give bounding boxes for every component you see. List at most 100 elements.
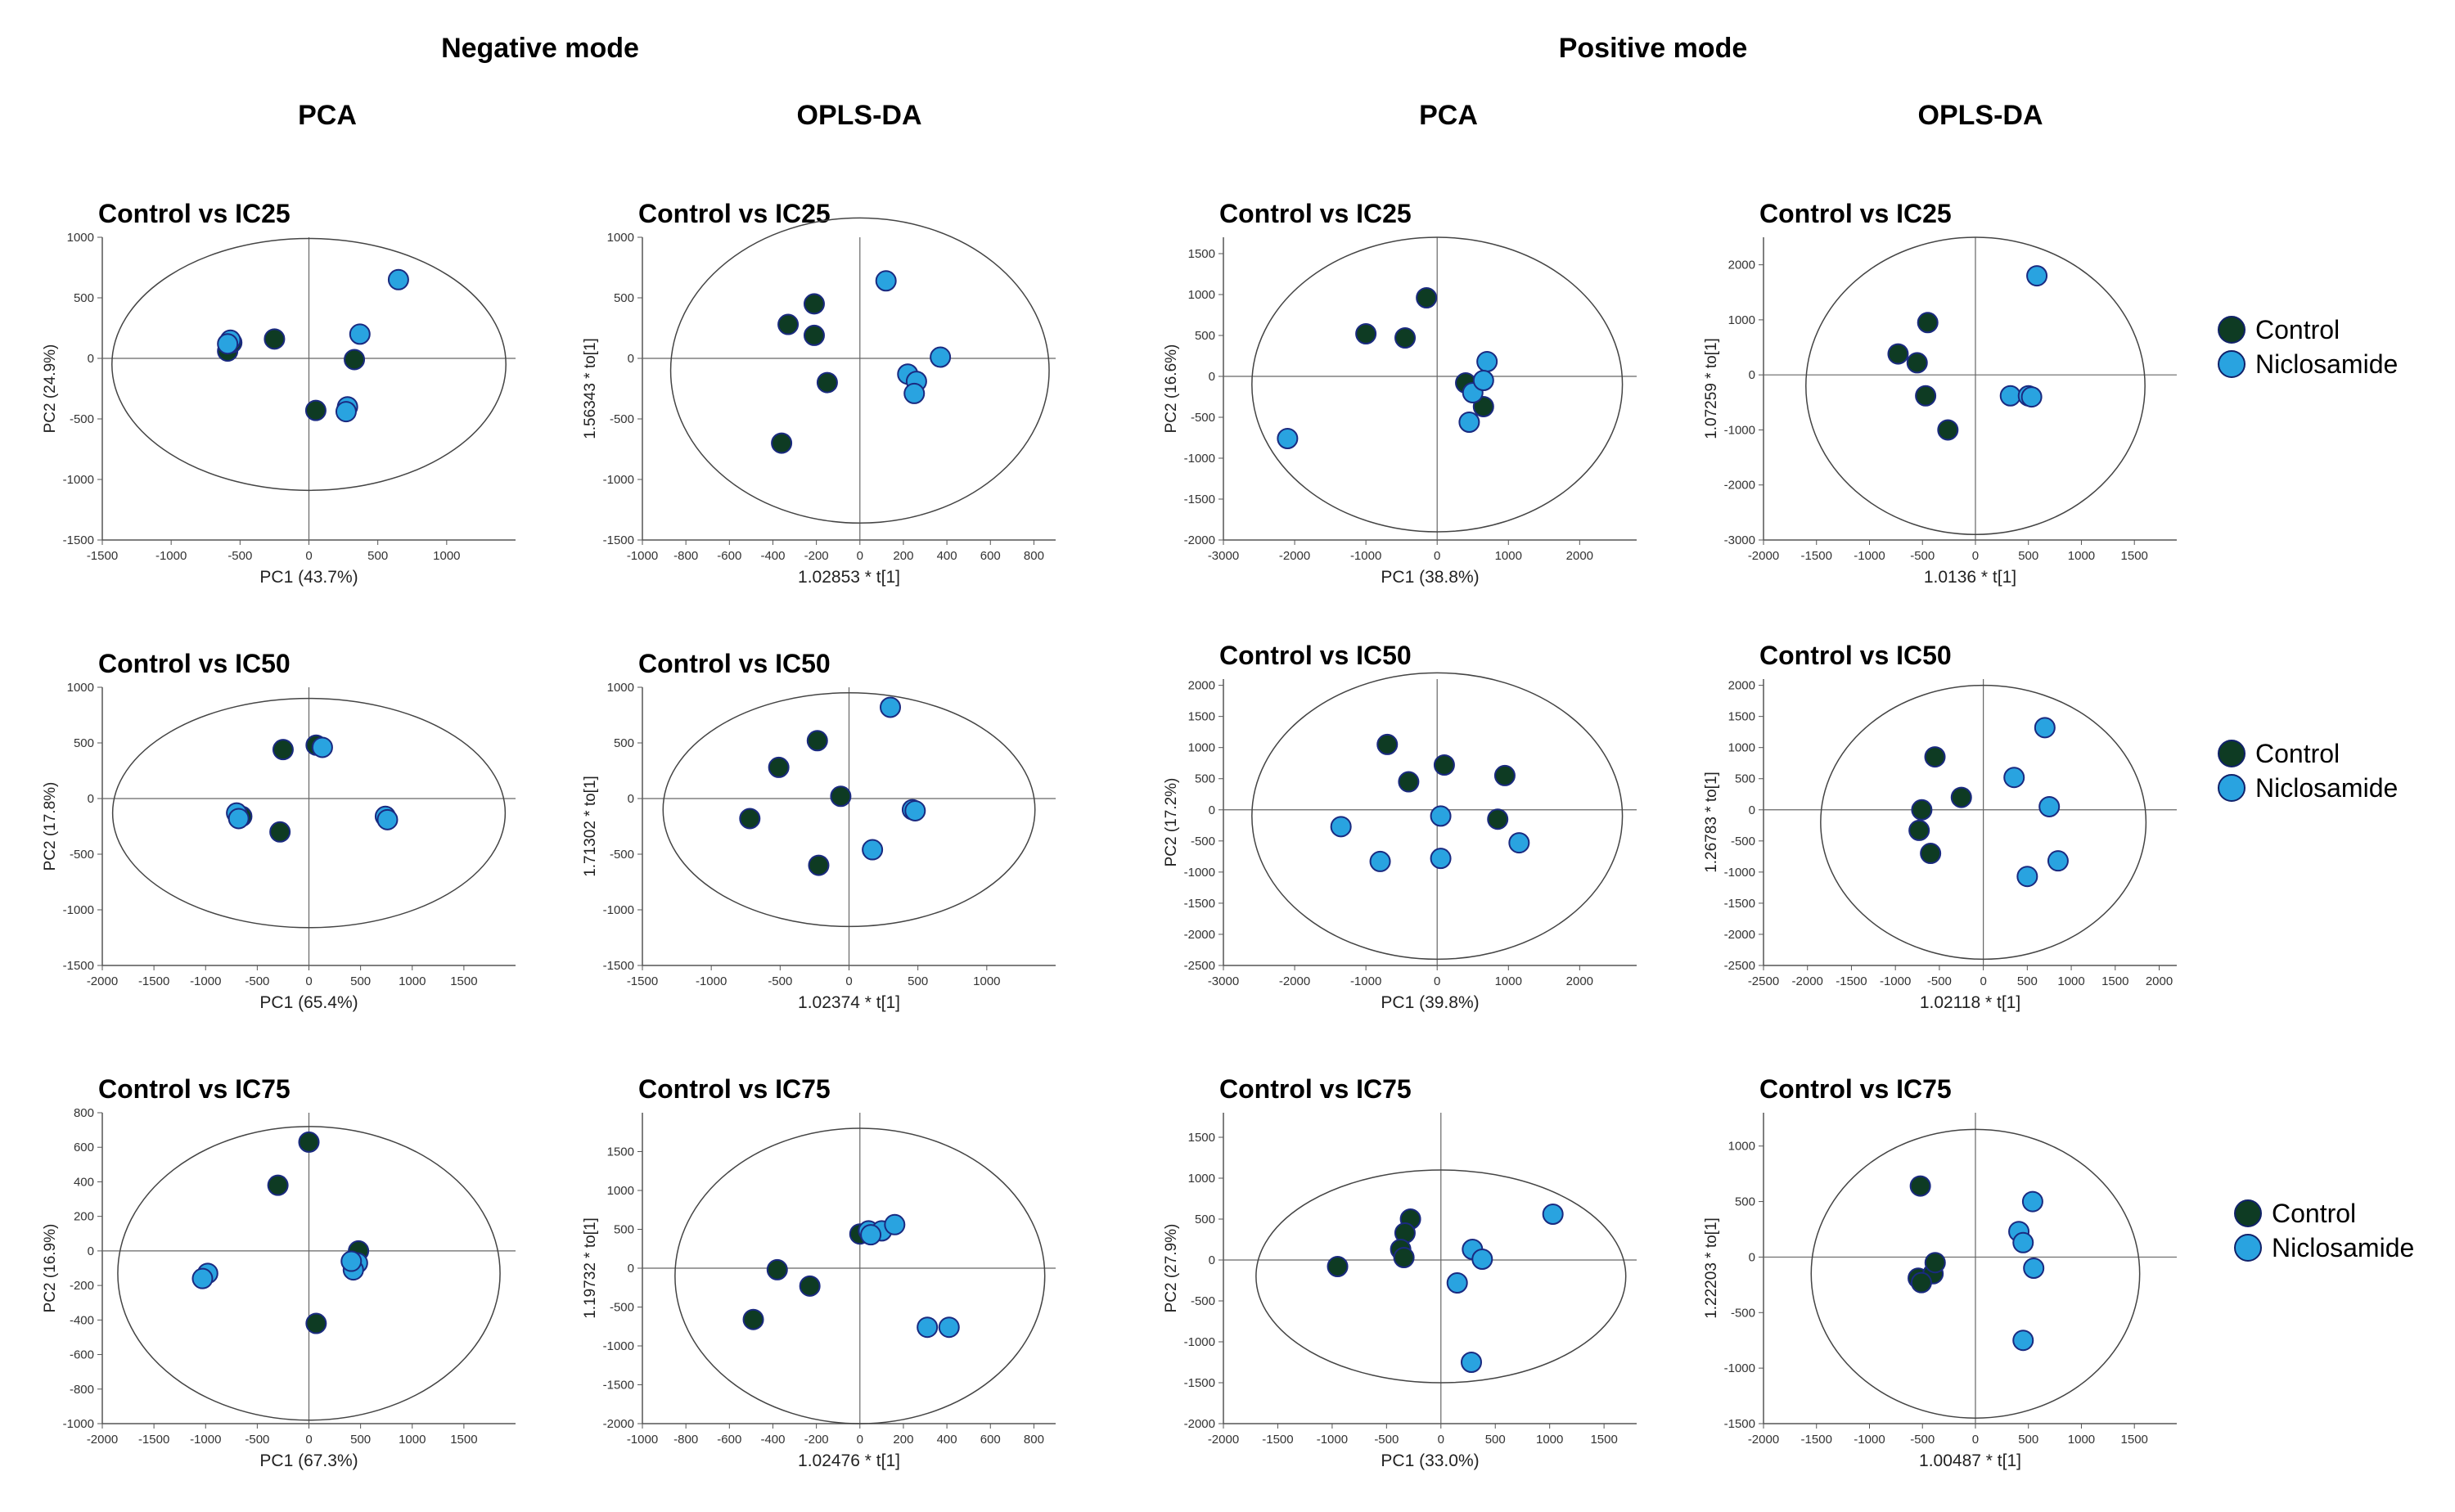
x-tick-label: 1500 <box>1590 1433 1617 1447</box>
y-tick-label: 1000 <box>67 681 94 695</box>
y-tick-label: -400 <box>70 1313 94 1327</box>
x-tick-label: 500 <box>908 974 928 988</box>
legend-swatch-control <box>2218 316 2246 344</box>
niclosamide-point <box>1458 412 1480 433</box>
niclosamide-point <box>2034 717 2056 739</box>
niclosamide-point <box>2020 386 2043 408</box>
neg-pca-ic25-plot: Control vs IC25 -1500 -1000 -500 0 500 1000 -15… <box>42 199 516 587</box>
legend-label-control: Control <box>2272 1198 2357 1228</box>
neg-opls-ic25-plot: Control vs IC25 -1000 -800 -600 -400 -200 0 200… <box>582 199 1056 587</box>
y-tick-label: 200 <box>74 1210 94 1224</box>
y-axis-label: 1.22203 * to[1] <box>1703 1217 1720 1319</box>
control-point <box>1398 771 1420 793</box>
niclosamide-point <box>1476 351 1498 372</box>
x-tick-label: 600 <box>980 549 1001 563</box>
y-tick-label: -1000 <box>603 473 634 487</box>
y-tick-label: -1000 <box>1724 866 1755 880</box>
x-tick-label: -1000 <box>1317 1433 1348 1447</box>
x-tick-label: 200 <box>893 1433 913 1447</box>
legend-item-niclosamide: Niclosamide <box>2234 1231 2414 1265</box>
niclosamide-point <box>311 736 333 758</box>
x-axis-label: PC1 (39.8%) <box>1381 993 1479 1012</box>
x-tick-label: 1000 <box>399 1433 426 1447</box>
x-tick-label: -1500 <box>87 549 118 563</box>
x-tick-label: -500 <box>1927 974 1952 988</box>
y-axis-label: PC2 (16.6%) <box>1163 344 1180 434</box>
control-point <box>1917 312 1939 334</box>
x-tick-label: 1500 <box>450 974 477 988</box>
x-tick-label: -1500 <box>1801 549 1832 563</box>
y-tick-label: -1000 <box>1184 1335 1215 1349</box>
control-point <box>771 432 793 454</box>
x-tick-label: -1000 <box>696 974 727 988</box>
y-tick-label: 1000 <box>67 231 94 245</box>
x-tick-label: 800 <box>1024 549 1044 563</box>
x-tick-label: 2000 <box>1566 549 1593 563</box>
niclosamide-point <box>862 839 884 861</box>
x-tick-label: 600 <box>980 1433 1001 1447</box>
y-tick-label: -500 <box>610 1301 634 1315</box>
y-tick-label: 2000 <box>1728 259 1755 272</box>
y-tick-label: -2000 <box>1184 1417 1215 1431</box>
x-tick-label: 0 <box>1438 1433 1444 1447</box>
control-point <box>768 756 790 778</box>
x-tick-label: 0 <box>845 974 852 988</box>
x-axis-label: PC1 (38.8%) <box>1381 568 1479 587</box>
x-tick-label: -2000 <box>1279 974 1310 988</box>
y-tick-label: 0 <box>1209 803 1215 817</box>
y-tick-label: -1500 <box>1724 1417 1755 1431</box>
pos-opls-ic50-plot: Control vs IC50 -2500 -2000 -1500 -1000 -500 0… <box>1703 641 2177 1012</box>
x-tick-label: 1000 <box>1495 974 1522 988</box>
x-tick-label: 1000 <box>973 974 1000 988</box>
y-axis-label: 1.71302 * to[1] <box>582 776 599 877</box>
y-tick-label: 0 <box>1749 368 1755 382</box>
y-tick-label: -1000 <box>63 903 94 917</box>
y-tick-label: -1000 <box>603 1339 634 1353</box>
control-point <box>1910 1271 1932 1294</box>
y-tick-label: 0 <box>88 352 94 366</box>
y-axis-label: PC2 (17.8%) <box>42 782 59 871</box>
y-tick-label: 0 <box>88 792 94 806</box>
x-axis-label: 1.02476 * t[1] <box>798 1451 900 1470</box>
panel-title: Control vs IC75 <box>98 1074 291 1104</box>
legend-label-niclosamide: Niclosamide <box>2255 772 2399 803</box>
x-tick-label: -200 <box>804 1433 829 1447</box>
x-tick-label: -1000 <box>1350 549 1381 563</box>
y-tick-label: 800 <box>74 1106 94 1120</box>
legend-row3: Control Niclosamide <box>2234 1196 2414 1265</box>
niclosamide-point <box>2023 1258 2045 1279</box>
x-tick-label: -1000 <box>190 1433 221 1447</box>
pos-pca-ic25-plot: Control vs IC25 -3000 -2000 -1000 0 1000 2000 -… <box>1163 199 1637 587</box>
x-tick-label: 800 <box>1024 1433 1044 1447</box>
y-tick-label: -1500 <box>603 533 634 547</box>
y-tick-label: 500 <box>1195 329 1215 343</box>
x-tick-label: -3000 <box>1208 549 1239 563</box>
control-point <box>1911 799 1933 821</box>
y-tick-label: -1500 <box>1724 897 1755 911</box>
control-point <box>1909 1175 1931 1197</box>
y-axis-label: PC2 (27.9%) <box>1163 1224 1180 1313</box>
control-point <box>344 349 366 371</box>
control-point <box>1937 419 1959 441</box>
confidence-ellipse <box>1255 1169 1627 1384</box>
y-tick-label: -1500 <box>1184 493 1215 506</box>
x-tick-label: -500 <box>245 1433 269 1447</box>
x-tick-label: -2000 <box>87 1433 118 1447</box>
x-tick-label: -500 <box>245 974 269 988</box>
legend-swatch-niclosamide <box>2218 350 2246 378</box>
pos-opls-ic25-plot: Control vs IC25 -2000 -1500 -1000 -500 0 500 10… <box>1703 199 2177 587</box>
y-tick-label: -1500 <box>603 959 634 973</box>
y-tick-label: -500 <box>1191 1294 1215 1308</box>
control-point <box>1924 1252 1946 1274</box>
confidence-ellipse <box>117 1126 501 1421</box>
control-point <box>1327 1256 1349 1277</box>
x-tick-label: 2000 <box>1566 974 1593 988</box>
niclosamide-point <box>349 323 371 345</box>
x-axis-label: PC1 (33.0%) <box>1381 1451 1479 1470</box>
y-tick-label: 1000 <box>1728 313 1755 327</box>
y-tick-label: 1000 <box>607 681 634 695</box>
y-tick-label: 500 <box>74 291 94 305</box>
y-tick-label: 1500 <box>607 1145 634 1159</box>
niclosamide-point <box>1471 1249 1493 1270</box>
legend-swatch-control <box>2234 1199 2262 1227</box>
